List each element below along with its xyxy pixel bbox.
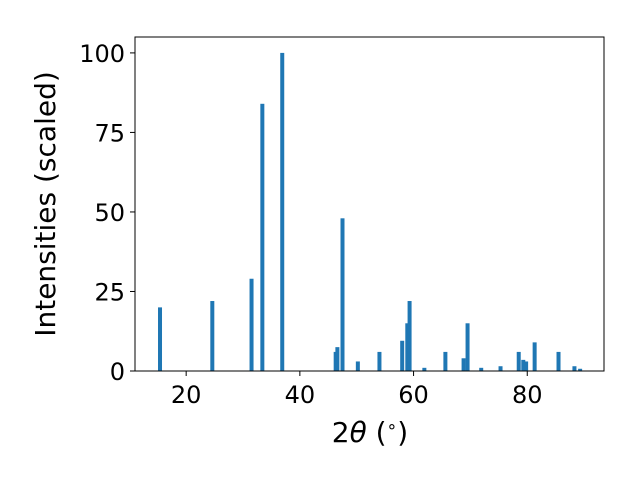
x-tick-label: 60: [398, 381, 429, 409]
bar: [516, 351, 521, 371]
bar: [280, 52, 285, 372]
y-tick-label: 25: [94, 278, 125, 306]
x-tick-label: 20: [171, 381, 202, 409]
bar: [556, 351, 561, 371]
y-axis-label: Intensities (scaled): [29, 71, 62, 337]
y-tick-label: 50: [94, 199, 125, 227]
bar: [260, 103, 265, 372]
bar: [158, 307, 163, 371]
bar: [422, 367, 427, 371]
bar: [532, 342, 537, 371]
bar: [405, 323, 410, 371]
bar: [249, 278, 254, 371]
x-tick-label: 80: [512, 381, 543, 409]
bar: [465, 323, 470, 371]
bar: [521, 359, 526, 371]
bar: [340, 218, 345, 371]
bar: [443, 351, 448, 371]
x-axis-label: 2θ (∘): [332, 416, 408, 449]
bar: [479, 367, 484, 371]
x-tick-label: 40: [285, 381, 316, 409]
y-tick-label: 75: [94, 119, 125, 147]
bar: [578, 368, 583, 371]
bar: [572, 366, 577, 371]
bar: [498, 366, 503, 371]
plot-frame: [134, 36, 605, 372]
bar: [210, 301, 215, 371]
bar: [355, 361, 360, 371]
x-ticks-group: 20 40 60 80: [171, 371, 543, 409]
bars-group: [158, 52, 583, 372]
bar: [524, 361, 529, 371]
bar: [377, 351, 382, 371]
y-ticks-group: 0 25 50 75 100: [79, 40, 135, 386]
bar: [335, 347, 340, 371]
bar: [461, 358, 466, 371]
y-tick-label: 100: [79, 40, 125, 68]
bar: [400, 340, 405, 371]
bar: [407, 301, 412, 371]
y-tick-label: 0: [110, 358, 125, 386]
